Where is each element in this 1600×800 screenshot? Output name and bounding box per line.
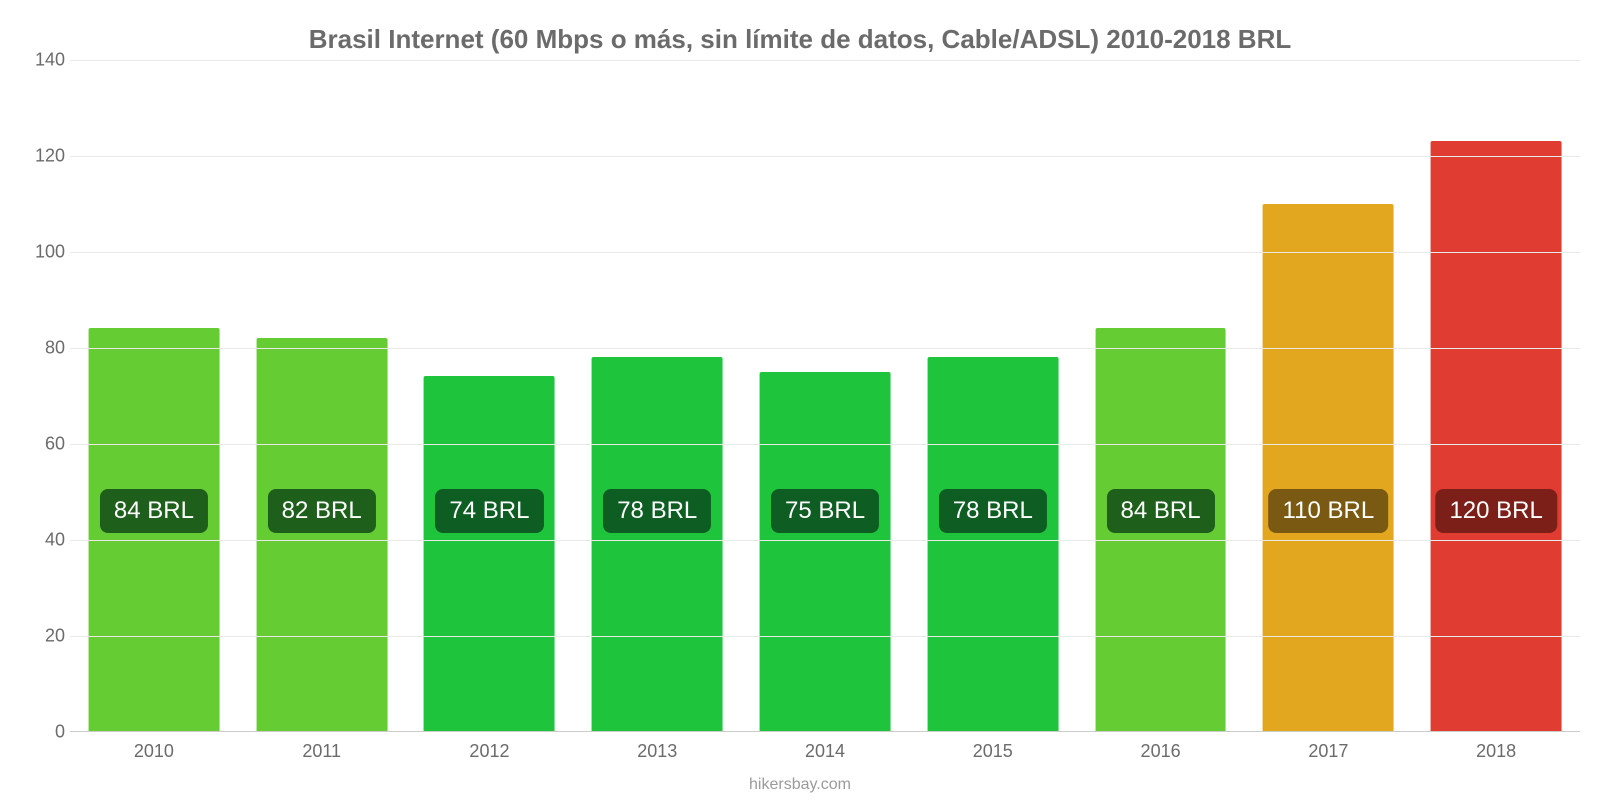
gridline bbox=[70, 348, 1580, 349]
gridline bbox=[70, 540, 1580, 541]
bar-slot: 82 BRL2011 bbox=[238, 60, 406, 731]
bar bbox=[256, 338, 387, 731]
x-axis-tick: 2017 bbox=[1308, 741, 1348, 762]
x-axis-tick: 2010 bbox=[134, 741, 174, 762]
x-axis-tick: 2011 bbox=[302, 741, 341, 762]
bar-value-label: 75 BRL bbox=[771, 489, 879, 533]
bar-value-label: 110 BRL bbox=[1269, 489, 1389, 533]
plot-area: 84 BRL201082 BRL201174 BRL201278 BRL2013… bbox=[70, 60, 1580, 732]
bar bbox=[760, 372, 891, 731]
x-axis-tick: 2014 bbox=[805, 741, 845, 762]
y-axis-tick: 40 bbox=[30, 530, 65, 551]
x-axis-tick: 2012 bbox=[469, 741, 509, 762]
bar-value-label: 120 BRL bbox=[1435, 489, 1556, 533]
gridline bbox=[70, 636, 1580, 637]
bar-chart: Brasil Internet (60 Mbps o más, sin lími… bbox=[0, 0, 1600, 800]
bar bbox=[927, 357, 1058, 731]
bar-slot: 75 BRL2014 bbox=[741, 60, 909, 731]
bar-slot: 84 BRL2010 bbox=[70, 60, 238, 731]
chart-title: Brasil Internet (60 Mbps o más, sin lími… bbox=[0, 24, 1600, 55]
bar-slot: 120 BRL2018 bbox=[1412, 60, 1580, 731]
x-axis-tick: 2013 bbox=[637, 741, 677, 762]
bar-value-label: 84 BRL bbox=[100, 489, 208, 533]
bar-slot: 84 BRL2016 bbox=[1077, 60, 1245, 731]
bar-slot: 78 BRL2013 bbox=[573, 60, 741, 731]
gridline bbox=[70, 156, 1580, 157]
x-axis-tick: 2015 bbox=[973, 741, 1013, 762]
bar bbox=[592, 357, 723, 731]
bars-container: 84 BRL201082 BRL201174 BRL201278 BRL2013… bbox=[70, 60, 1580, 731]
y-axis-tick: 100 bbox=[30, 242, 65, 263]
x-axis-tick: 2016 bbox=[1141, 741, 1181, 762]
y-axis-tick: 0 bbox=[30, 722, 65, 743]
bar bbox=[1431, 141, 1562, 731]
y-axis-tick: 140 bbox=[30, 50, 65, 71]
bar-value-label: 82 BRL bbox=[268, 489, 376, 533]
gridline bbox=[70, 60, 1580, 61]
y-axis-tick: 20 bbox=[30, 626, 65, 647]
bar-value-label: 74 BRL bbox=[435, 489, 543, 533]
y-axis-tick: 120 bbox=[30, 146, 65, 167]
x-axis-tick: 2018 bbox=[1476, 741, 1516, 762]
bar bbox=[424, 376, 555, 731]
bar-value-label: 78 BRL bbox=[939, 489, 1047, 533]
y-axis-tick: 60 bbox=[30, 434, 65, 455]
bar-value-label: 78 BRL bbox=[603, 489, 711, 533]
bar bbox=[1263, 204, 1394, 731]
bar-slot: 110 BRL2017 bbox=[1244, 60, 1412, 731]
gridline bbox=[70, 252, 1580, 253]
y-axis-tick: 80 bbox=[30, 338, 65, 359]
bar-slot: 78 BRL2015 bbox=[909, 60, 1077, 731]
bar-slot: 74 BRL2012 bbox=[406, 60, 574, 731]
chart-footer: hikersbay.com bbox=[0, 776, 1600, 794]
bar-value-label: 84 BRL bbox=[1107, 489, 1215, 533]
gridline bbox=[70, 444, 1580, 445]
